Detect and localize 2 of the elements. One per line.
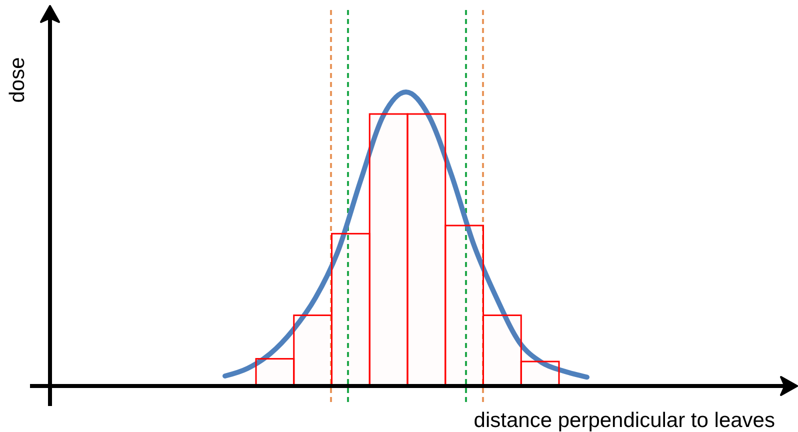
y-axis-title: dose <box>6 57 29 103</box>
x-axis-title: distance perpendicular to leaves <box>474 409 775 432</box>
